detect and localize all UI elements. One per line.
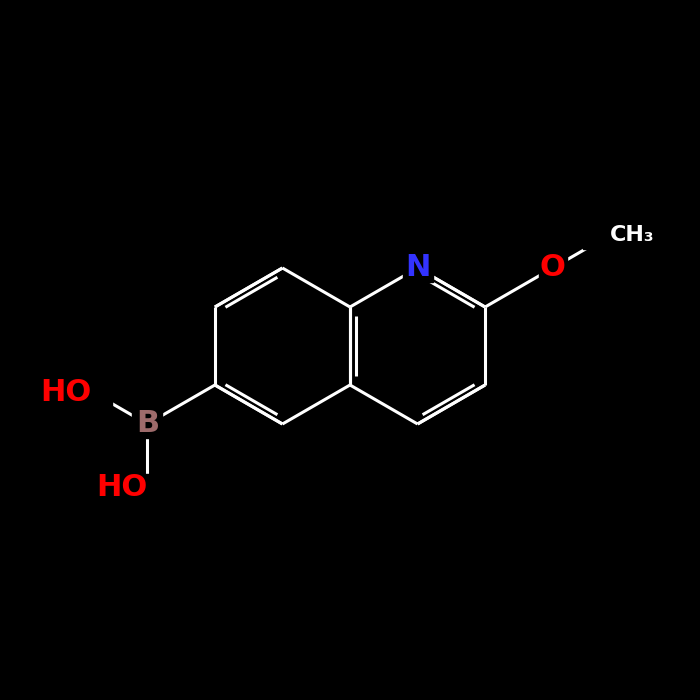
- Bar: [132, 410, 162, 438]
- Text: N: N: [405, 253, 430, 283]
- Bar: [72, 378, 112, 406]
- Text: B: B: [136, 410, 159, 438]
- Text: CH₃: CH₃: [610, 225, 654, 245]
- Bar: [127, 474, 167, 502]
- Bar: [538, 254, 566, 282]
- Bar: [402, 254, 433, 282]
- Bar: [582, 220, 638, 248]
- Text: O: O: [540, 253, 566, 283]
- Text: HO: HO: [41, 377, 92, 407]
- Text: HO: HO: [96, 473, 148, 503]
